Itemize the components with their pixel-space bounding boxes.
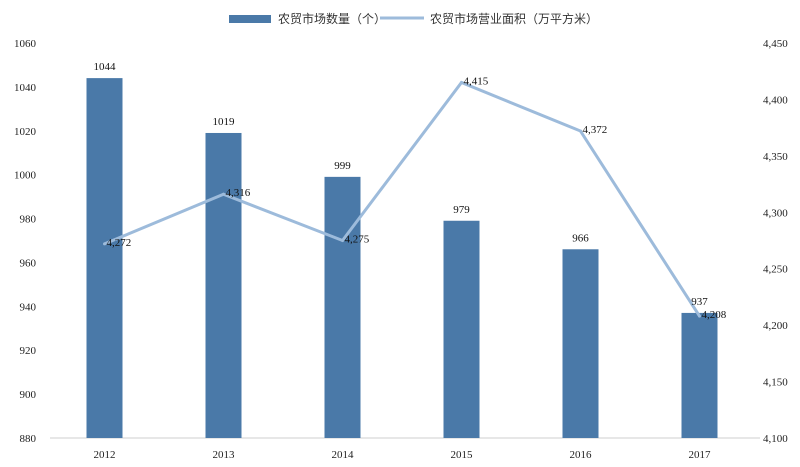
- bar-data-label: 937: [691, 296, 708, 308]
- line-data-label: 4,208: [702, 309, 727, 321]
- line-data-label: 4,275: [345, 234, 370, 246]
- y-right-tick-label: 4,350: [763, 151, 788, 163]
- bar-data-label: 966: [572, 232, 589, 244]
- bar-series: [86, 78, 718, 438]
- x-tick-label: 2016: [570, 449, 593, 461]
- right-axis: 4,100 4,150 4,200 4,250 4,300 4,350 4,400 4,450: [763, 38, 788, 445]
- y-left-tick-label: 960: [20, 257, 37, 269]
- legend-line-label: 农贸市场营业面积（万平方米）: [430, 11, 598, 26]
- x-axis: 2012 2013 2014 2015 2016 2017: [94, 449, 712, 461]
- bar: [86, 78, 123, 438]
- bar: [324, 176, 361, 438]
- line-data-label: 4,316: [226, 187, 251, 199]
- x-tick-label: 2012: [94, 449, 116, 461]
- bar: [681, 312, 718, 438]
- y-right-tick-label: 4,450: [763, 38, 788, 50]
- line-point: [103, 242, 106, 246]
- bar-data-label: 1044: [94, 61, 117, 73]
- x-tick-label: 2015: [451, 449, 474, 461]
- y-left-tick-label: 880: [20, 433, 37, 445]
- legend: 农贸市场数量（个） 农贸市场营业面积（万平方米）: [229, 11, 598, 26]
- bar: [443, 220, 480, 438]
- x-tick-label: 2014: [332, 449, 355, 461]
- legend-bar-label: 农贸市场数量（个）: [278, 11, 386, 26]
- line-data-label: 4,415: [464, 76, 489, 88]
- y-left-tick-label: 1060: [14, 38, 37, 50]
- line-point: [222, 192, 225, 196]
- bar: [562, 249, 599, 438]
- line-series-path: [103, 80, 701, 317]
- line-point: [341, 239, 344, 242]
- bar-data-labels: 1044 1019 999 979 966 937: [94, 61, 709, 308]
- y-left-tick-label: 980: [20, 214, 37, 226]
- bar: [205, 132, 242, 438]
- y-right-tick-label: 4,400: [763, 94, 788, 106]
- bar-data-label: 999: [334, 160, 351, 172]
- line-data-label: 4,372: [583, 124, 608, 136]
- bar-data-label: 979: [453, 204, 470, 216]
- line-series: [103, 80, 701, 318]
- y-right-tick-label: 4,200: [763, 320, 788, 332]
- bar-data-label: 1019: [213, 116, 236, 128]
- line-point: [698, 314, 701, 318]
- y-right-tick-label: 4,250: [763, 264, 788, 276]
- x-tick-label: 2017: [689, 449, 712, 461]
- left-axis: 880 900 920 940 960 980 1000 1020 1040 1060: [14, 38, 37, 445]
- y-left-tick-label: 1000: [14, 170, 37, 182]
- line-point: [460, 81, 463, 84]
- y-right-tick-label: 4,300: [763, 207, 788, 219]
- y-left-tick-label: 1020: [14, 126, 37, 138]
- line-point: [579, 129, 582, 133]
- y-left-tick-label: 1040: [14, 82, 37, 94]
- y-right-tick-label: 4,100: [763, 433, 788, 445]
- legend-bar-swatch: [229, 15, 271, 23]
- y-right-tick-label: 4,150: [763, 377, 788, 389]
- y-left-tick-label: 920: [20, 345, 37, 357]
- line-data-labels: 4,272 4,316 4,275 4,415 4,372 4,208: [107, 76, 727, 322]
- x-tick-label: 2013: [213, 449, 236, 461]
- line-data-label: 4,272: [107, 237, 132, 249]
- y-left-tick-label: 940: [20, 301, 37, 313]
- y-left-tick-label: 900: [20, 389, 37, 401]
